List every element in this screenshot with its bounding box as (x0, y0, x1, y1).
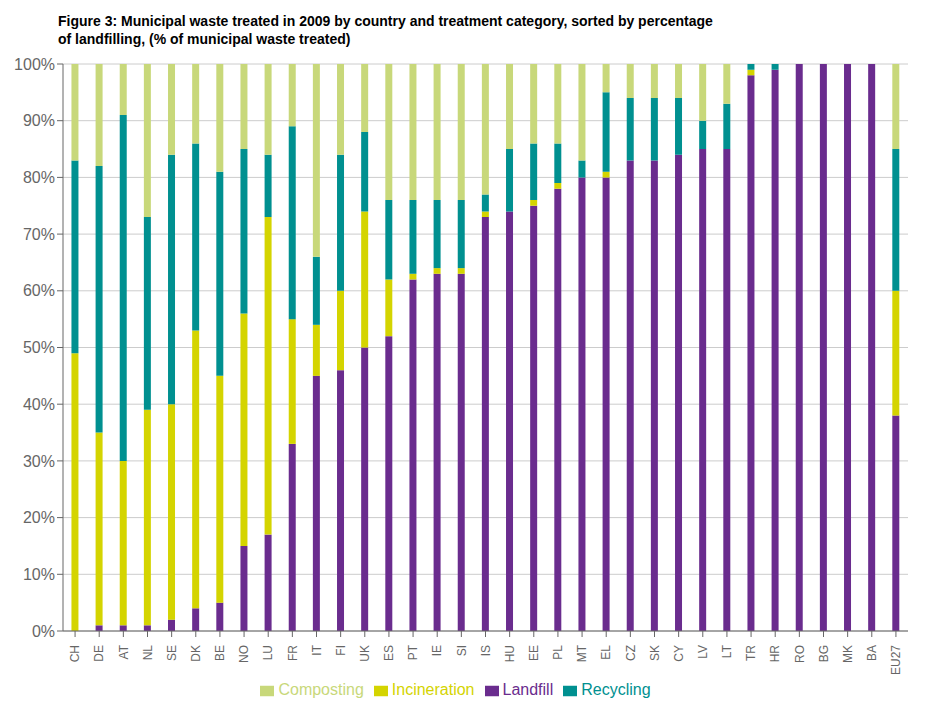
svg-text:LT: LT (720, 644, 734, 658)
html-text:Composting: Composting (278, 681, 364, 698)
svg-text:70%: 70% (23, 226, 55, 243)
svg-text:CY: CY (672, 645, 686, 662)
svg-text:HU: HU (503, 645, 517, 662)
svg-text:MK: MK (841, 645, 855, 663)
svg-text:CH: CH (68, 645, 82, 662)
svg-text:DE: DE (92, 645, 106, 662)
svg-text:PL: PL (551, 645, 565, 660)
svg-text:TR: TR (744, 645, 758, 661)
svg-text:CZ: CZ (624, 645, 638, 661)
svg-text:90%: 90% (23, 112, 55, 129)
svg-text:FI: FI (334, 645, 348, 656)
svg-text:AT: AT (117, 644, 131, 659)
svg-text:SI: SI (455, 645, 469, 656)
svg-text:MT: MT (575, 644, 589, 662)
svg-text:EU27: EU27 (889, 645, 903, 675)
svg-text:HR: HR (768, 645, 782, 663)
svg-text:EE: EE (527, 645, 541, 661)
svg-text:NL: NL (141, 645, 155, 661)
svg-text:IE: IE (430, 645, 444, 656)
svg-text:UK: UK (358, 645, 372, 662)
html-text:Landfill: Landfill (502, 681, 554, 698)
svg-text:10%: 10% (23, 566, 55, 583)
svg-text:NO: NO (237, 645, 251, 663)
html-text:Incineration: Incineration (391, 681, 475, 698)
svg-text:ES: ES (382, 645, 396, 661)
html-text:of landfilling, (% of municipa: of landfilling, (% of municipal waste tr… (58, 31, 351, 47)
svg-text:80%: 80% (23, 169, 55, 186)
svg-text:BA: BA (865, 645, 879, 661)
svg-text:SK: SK (648, 645, 662, 661)
svg-text:40%: 40% (23, 396, 55, 413)
svg-text:50%: 50% (23, 339, 55, 356)
svg-text:DK: DK (189, 645, 203, 662)
svg-text:BE: BE (213, 645, 227, 661)
svg-text:20%: 20% (23, 509, 55, 526)
svg-text:EL: EL (599, 645, 613, 660)
svg-text:PT: PT (406, 644, 420, 660)
svg-text:100%: 100% (14, 56, 55, 73)
html-text:Recycling: Recycling (581, 681, 651, 698)
svg-text:60%: 60% (23, 282, 55, 299)
svg-text:SE: SE (165, 645, 179, 661)
html-text:Figure 3: Municipal waste trea: Figure 3: Municipal waste treated in 200… (58, 13, 713, 29)
svg-text:LU: LU (261, 645, 275, 660)
svg-text:30%: 30% (23, 453, 55, 470)
svg-text:IT: IT (310, 644, 324, 655)
svg-text:RO: RO (793, 645, 807, 663)
svg-text:BG: BG (817, 645, 831, 662)
svg-text:FR: FR (286, 645, 300, 661)
svg-text:0%: 0% (32, 623, 55, 640)
svg-text:LV: LV (696, 645, 710, 659)
svg-text:IS: IS (479, 645, 493, 656)
